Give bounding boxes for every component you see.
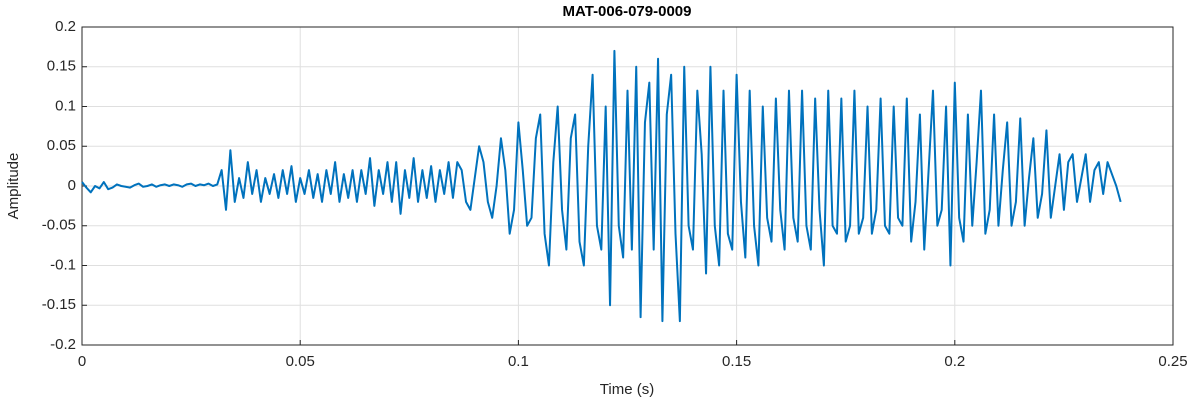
y-axis-label: Amplitude bbox=[5, 153, 22, 220]
y-tick-label: 0.1 bbox=[55, 97, 76, 114]
y-tick-label: 0 bbox=[68, 177, 76, 194]
x-tick-label: 0.05 bbox=[286, 353, 315, 370]
x-tick-label: 0.1 bbox=[508, 353, 529, 370]
x-axis-label: Time (s) bbox=[600, 381, 654, 398]
y-tick-label: 0.15 bbox=[47, 58, 76, 75]
y-tick-label: 0.2 bbox=[55, 18, 76, 35]
x-tick-label: 0.25 bbox=[1158, 353, 1187, 370]
waveform-line bbox=[81, 49, 1122, 323]
x-tick-label: 0.15 bbox=[722, 353, 751, 370]
x-tick-label: 0.2 bbox=[944, 353, 965, 370]
chart-title: MAT-006-079-0009 bbox=[563, 3, 692, 20]
y-tick-label: -0.1 bbox=[50, 256, 76, 273]
plot-frame bbox=[81, 26, 1174, 346]
x-tick-label: 0 bbox=[78, 353, 86, 370]
y-tick-label: -0.15 bbox=[42, 296, 76, 313]
y-tick-label: -0.2 bbox=[50, 336, 76, 353]
y-tick-label: -0.05 bbox=[42, 217, 76, 234]
y-tick-label: 0.05 bbox=[47, 137, 76, 154]
